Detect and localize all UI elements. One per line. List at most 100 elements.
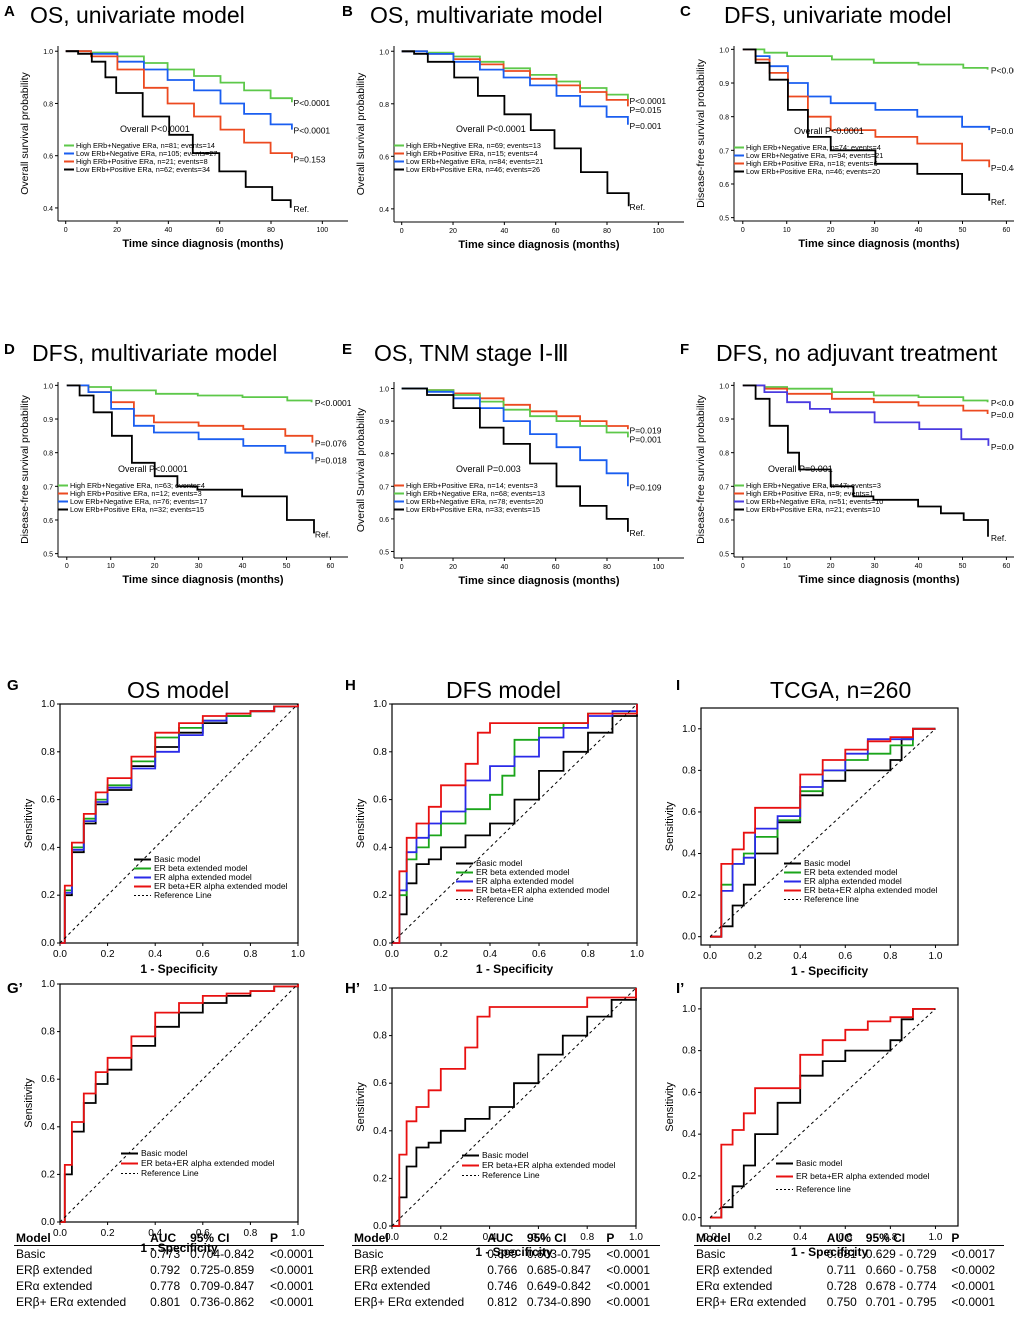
legend-label: Reference Line bbox=[141, 1168, 199, 1178]
series-line bbox=[401, 50, 630, 207]
panel-h: H DFS model 0.0 0.2 0.4 0.6 0.8 1.0 0.0 0.2 0.4 0… bbox=[338, 675, 676, 976]
legend-label: Low ERb+Negative ERa, n=105; events=27 bbox=[76, 149, 217, 158]
legend-label: ER alpha extended model bbox=[476, 876, 574, 886]
table-cell: <0.0001 bbox=[269, 1279, 314, 1293]
x-tick-label: 10 bbox=[107, 563, 115, 570]
plot-frame bbox=[391, 987, 637, 1227]
y-tick-label: 0.4 bbox=[43, 206, 53, 213]
x-tick-label: 0.2 bbox=[101, 949, 115, 960]
series-line bbox=[392, 704, 638, 944]
column-header: AUC bbox=[485, 1230, 525, 1246]
panel-title: DFS, no adjuvant treatment bbox=[716, 340, 998, 366]
x-axis-label: 1 - Specificity bbox=[476, 962, 554, 976]
roc-plot-dfs-model: 0.0 0.2 0.4 0.6 0.8 1.0 0.0 0.2 0.4 0.6 0.8 1.0 1 - … bbox=[355, 699, 644, 976]
x-tick-label: 50 bbox=[959, 563, 967, 570]
y-axis-label: Sensitivity bbox=[355, 1082, 367, 1132]
table-cell: ERβ extended bbox=[16, 1263, 93, 1277]
table-cell: 0.685-0.847 bbox=[526, 1263, 591, 1277]
x-tick-label: 1.0 bbox=[929, 951, 943, 962]
overall-p-value: Overall P<0.0001 bbox=[794, 126, 864, 136]
y-tick-label: 0.6 bbox=[43, 518, 53, 525]
roc-plot-os-model-compare: 0.0 0.2 0.4 0.6 0.8 1.00.00.20.40.60.81.01 - … bbox=[23, 979, 305, 1255]
y-tick-label: 0.9 bbox=[719, 417, 729, 424]
x-tick-label: 0.2 bbox=[748, 951, 762, 962]
series-line bbox=[742, 384, 989, 414]
panel-letter: I’ bbox=[676, 980, 685, 997]
y-tick-label: 0.8 bbox=[682, 765, 696, 776]
x-tick-label: 10 bbox=[783, 563, 791, 570]
y-tick-label: 0.8 bbox=[43, 101, 53, 108]
plot-frame bbox=[700, 707, 959, 946]
table-row: ERα extended 0.778 0.709-0.847 <0.0001 bbox=[14, 1278, 324, 1294]
table-cell: 0.734-0.890 bbox=[526, 1295, 591, 1309]
series-end-label: Ref. bbox=[630, 202, 646, 212]
km-plot-os-univariate: 0 20 40 60 80 100 0.4 0.6 0.8 1.0 Time since diagn… bbox=[19, 46, 348, 250]
legend-label: Reference line bbox=[804, 894, 859, 904]
legend-label: ER beta extended model bbox=[154, 863, 248, 873]
series-end-label: P=0.109 bbox=[630, 482, 662, 492]
x-axis-label: 1 - Specificity bbox=[791, 1245, 869, 1259]
x-tick-label: 100 bbox=[316, 227, 328, 234]
y-tick-label: 0.8 bbox=[719, 115, 729, 122]
table-cell: ERα extended bbox=[354, 1279, 431, 1293]
y-tick-label: 1.0 bbox=[41, 699, 55, 710]
y-tick-label: 0.9 bbox=[719, 81, 729, 88]
y-tick-label: 0.8 bbox=[379, 452, 389, 459]
panel-f: F DFS, no adjuvant treatment 0 10 20 30 40 50… bbox=[676, 338, 1014, 586]
series-line bbox=[60, 984, 299, 1223]
overall-p-value: Overall P<0.0001 bbox=[456, 124, 526, 134]
x-tick-label: 0 bbox=[64, 227, 68, 234]
x-axis-label: 1 - Specificity bbox=[791, 964, 869, 978]
y-axis-label: Disease-free survival probability bbox=[695, 58, 707, 208]
legend-label: Basic model bbox=[154, 854, 200, 864]
table-cell: <0.0001 bbox=[269, 1263, 314, 1277]
panel-title: OS, multivariate model bbox=[370, 2, 603, 28]
y-axis-label: Sensitivity bbox=[664, 801, 676, 851]
x-tick-label: 60 bbox=[216, 227, 224, 234]
x-tick-label: 0.6 bbox=[838, 951, 852, 962]
y-tick-label: 0.6 bbox=[719, 182, 729, 189]
series-line bbox=[742, 48, 991, 131]
panel-i-prime: I’ 0.0 0.2 0.4 0.6 0.8 1.0 0.0 0.2 0.4 0.6 0.8 1.0 1… bbox=[664, 975, 1014, 1259]
legend-label: High ERb+Negative ERa, n=63; events=4 bbox=[70, 481, 205, 490]
x-tick-label: 50 bbox=[959, 227, 967, 234]
y-axis-label: Sensitivity bbox=[23, 1078, 35, 1128]
table-cell: 0.778 bbox=[150, 1279, 181, 1293]
table-cell: ERβ+ ERα extended bbox=[354, 1295, 465, 1309]
y-tick-label: 0.6 bbox=[373, 1078, 387, 1089]
y-tick-label: 0.0 bbox=[41, 938, 55, 949]
legend-label: ER alpha extended model bbox=[804, 876, 902, 886]
legend-label: High ERb+Negtive ERa, n=69; events=13 bbox=[406, 141, 541, 150]
y-tick-label: 0.7 bbox=[43, 484, 53, 491]
x-tick-label: 50 bbox=[283, 563, 291, 570]
table-cell: 0.629 - 0.729 bbox=[865, 1247, 937, 1261]
y-tick-label: 0.7 bbox=[379, 484, 389, 491]
column-header: 95% CI bbox=[524, 1230, 605, 1246]
y-tick-label: 0.4 bbox=[41, 842, 55, 853]
x-tick-label: 20 bbox=[827, 563, 835, 570]
table-cell: ERβ+ ERα extended bbox=[696, 1295, 807, 1309]
series-line bbox=[401, 50, 629, 107]
y-tick-label: 0.4 bbox=[682, 1129, 696, 1140]
legend-label: ER beta+ER alpha extended model bbox=[154, 881, 288, 891]
panel-b: B OS, multivariate model 0 20 40 60 80 100 0.4… bbox=[338, 0, 684, 251]
x-tick-label: 0 bbox=[400, 564, 404, 571]
table-row: ERα extended 0.728 0.678 - 0.774 <0.0001 bbox=[694, 1278, 1004, 1294]
column-header: Model bbox=[694, 1230, 825, 1246]
table-cell: <0.0001 bbox=[606, 1263, 651, 1277]
column-header: 95% CI bbox=[863, 1230, 950, 1246]
x-tick-label: 0 bbox=[65, 563, 69, 570]
table-cell: ERα extended bbox=[696, 1279, 773, 1293]
series-line bbox=[60, 704, 299, 944]
series-end-label: P=0.001 bbox=[630, 121, 662, 131]
overall-p-value: Overall P=0.001 bbox=[768, 464, 833, 474]
legend-label: Low ERb+Positive ERa, n=21; events=10 bbox=[746, 505, 880, 514]
series-end-label: Ref. bbox=[991, 533, 1007, 543]
table-row: Basic 0.681 0.629 - 0.729 <0.0017 bbox=[694, 1246, 1004, 1263]
y-tick-label: 0.0 bbox=[373, 1221, 387, 1232]
overall-p-value: Overall P<0.0001 bbox=[120, 124, 190, 134]
legend-label: ER beta+ER alpha extended model bbox=[796, 1171, 930, 1181]
panel-i: I TCGA, n=260 0.0 0.2 0.4 0.6 0.8 1.0 0.0 0.2 0.… bbox=[664, 675, 1014, 978]
y-tick-label: 0.6 bbox=[682, 1087, 696, 1098]
x-tick-label: 1.0 bbox=[291, 949, 305, 960]
